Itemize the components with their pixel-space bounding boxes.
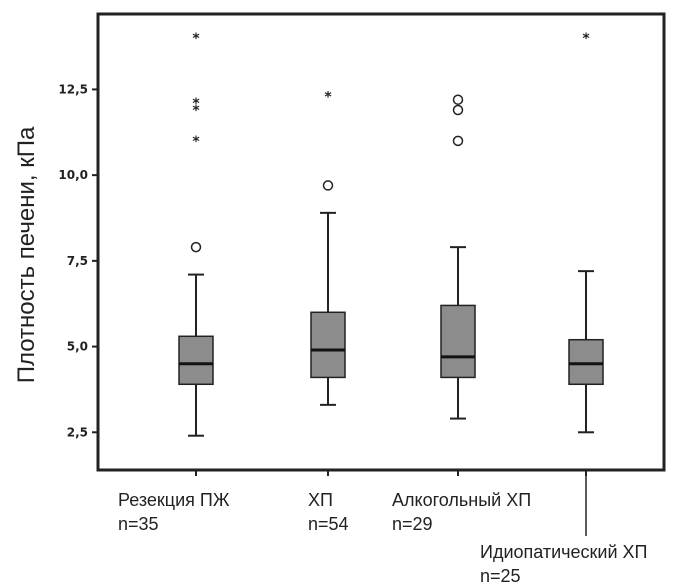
box-1: **** bbox=[178, 31, 214, 437]
outlier-point bbox=[322, 180, 334, 191]
y-tick-label: 5,0 bbox=[67, 340, 88, 354]
box-iqr bbox=[310, 311, 346, 379]
category-count: n=35 bbox=[118, 514, 159, 534]
extreme-point: * bbox=[192, 103, 200, 119]
extreme-point: * bbox=[582, 31, 590, 47]
category-count: n=25 bbox=[480, 566, 521, 586]
category-label: ХП bbox=[308, 490, 333, 510]
y-tick-label: 7,5 bbox=[67, 254, 88, 268]
box-2: * bbox=[310, 89, 346, 406]
plot-frame bbox=[96, 12, 666, 472]
box-iqr bbox=[178, 335, 214, 386]
box-3 bbox=[440, 94, 476, 420]
outlier-point bbox=[452, 104, 464, 116]
category-count: n=54 bbox=[308, 514, 349, 534]
box-4: * bbox=[568, 31, 604, 434]
box-iqr bbox=[568, 338, 604, 386]
outlier-point bbox=[452, 94, 464, 105]
y-tick-label: 10,0 bbox=[58, 168, 88, 182]
category-label: Резекция ПЖ bbox=[118, 490, 230, 510]
outlier-point bbox=[452, 135, 464, 147]
y-tick-label: 12,5 bbox=[58, 82, 88, 96]
category-count: n=29 bbox=[392, 514, 433, 534]
y-tick-label: 2,5 bbox=[67, 425, 88, 439]
extreme-point: * bbox=[192, 96, 200, 112]
category-label: Алкогольный ХП bbox=[392, 490, 531, 510]
extreme-point: * bbox=[192, 134, 200, 150]
y-axis-title: Плотность печени, кПа bbox=[13, 126, 40, 383]
extreme-point: * bbox=[324, 89, 332, 105]
extreme-point: * bbox=[192, 31, 200, 47]
category-label: Идиопатический ХП bbox=[480, 542, 647, 562]
outlier-point bbox=[190, 241, 202, 253]
box-iqr bbox=[440, 304, 476, 379]
